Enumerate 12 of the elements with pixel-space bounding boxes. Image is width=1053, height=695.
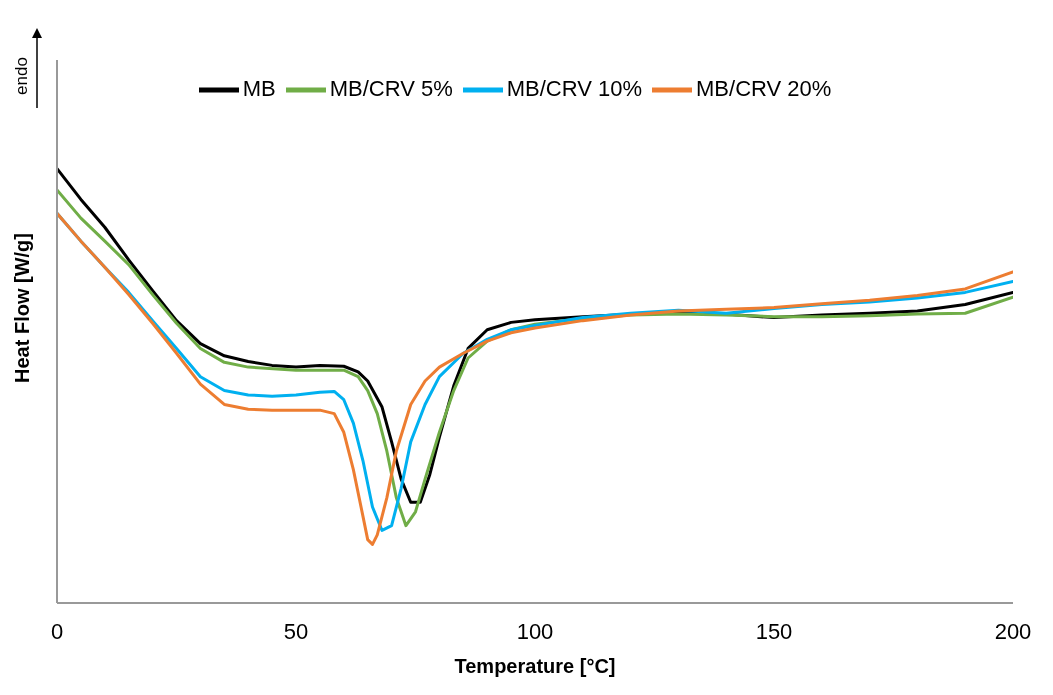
x-tick-label: 150 xyxy=(755,618,793,644)
legend-label: MB xyxy=(242,75,276,101)
x-tick-label: 0 xyxy=(50,618,64,644)
x-axis-title: Temperature [°C] xyxy=(454,655,616,677)
legend-label: MB/CRV 5% xyxy=(329,75,453,101)
legend-label: MB/CRV 10% xyxy=(506,75,643,101)
x-tick-label: 50 xyxy=(283,618,309,644)
x-tick-label: 200 xyxy=(994,618,1032,644)
legend-label: MB/CRV 20% xyxy=(696,75,832,101)
text: endo xyxy=(12,57,32,95)
x-tick-label: 100 xyxy=(516,618,554,644)
y-axis-title: Heat Flow [W/g] xyxy=(10,233,34,383)
